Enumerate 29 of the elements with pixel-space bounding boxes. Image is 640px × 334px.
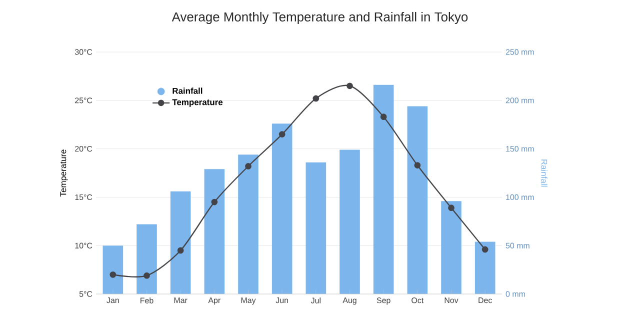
bar xyxy=(340,150,360,294)
point xyxy=(144,272,150,279)
point xyxy=(380,114,387,120)
point xyxy=(482,246,488,253)
bar xyxy=(474,242,496,294)
bar xyxy=(238,154,258,294)
bar xyxy=(170,191,191,294)
bar xyxy=(204,169,225,294)
bar xyxy=(102,246,124,294)
chart-title: Average Monthly Temperature and Rainfall in Tokyo xyxy=(172,12,468,24)
y2-axis-title: Rainfall xyxy=(541,160,548,187)
bar xyxy=(441,201,462,294)
point xyxy=(211,198,218,206)
point xyxy=(245,163,252,170)
bar xyxy=(272,124,292,294)
point xyxy=(312,95,320,102)
y-axis-title: Temperature xyxy=(60,150,68,197)
bar xyxy=(136,224,157,294)
point xyxy=(278,131,286,138)
bar xyxy=(306,162,326,294)
point xyxy=(110,271,116,278)
point xyxy=(177,247,184,254)
bar xyxy=(373,84,394,294)
point xyxy=(346,82,353,90)
bar xyxy=(407,106,428,294)
legend-label: Rainfall xyxy=(172,88,202,94)
point xyxy=(448,204,454,212)
legend-label: Temperature xyxy=(172,99,223,107)
point xyxy=(414,162,421,168)
